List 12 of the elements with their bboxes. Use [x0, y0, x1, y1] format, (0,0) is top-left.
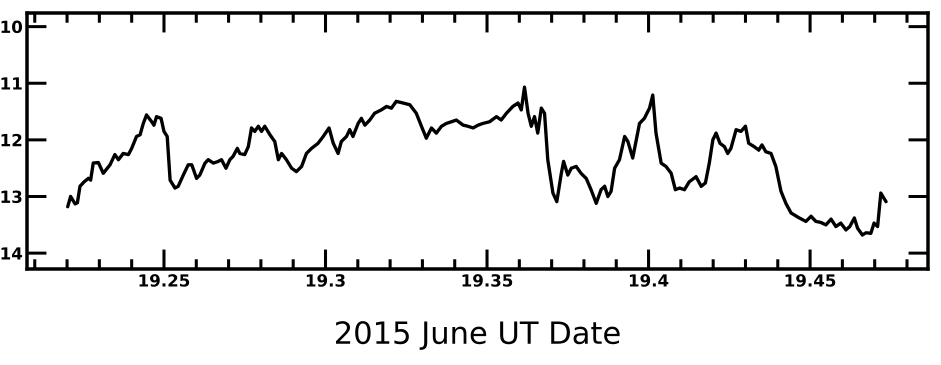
x-axis-title: 2015 June UT Date — [336, 321, 620, 350]
x-tick-label: 19.4 — [630, 274, 668, 287]
y-tick-label: 11 — [2, 77, 22, 90]
line-series — [66, 86, 888, 237]
x-tick-label: 19.3 — [306, 274, 345, 287]
y-tick-label: 14 — [2, 247, 22, 260]
x-tick-label: 19.35 — [462, 274, 512, 287]
x-tick-label: 19.25 — [139, 274, 190, 287]
y-tick-label: 12 — [2, 134, 22, 146]
y-tick-label: 13 — [2, 190, 22, 204]
y-tick-label: 10 — [2, 20, 22, 34]
x-tick-label: 19.45 — [786, 274, 836, 287]
